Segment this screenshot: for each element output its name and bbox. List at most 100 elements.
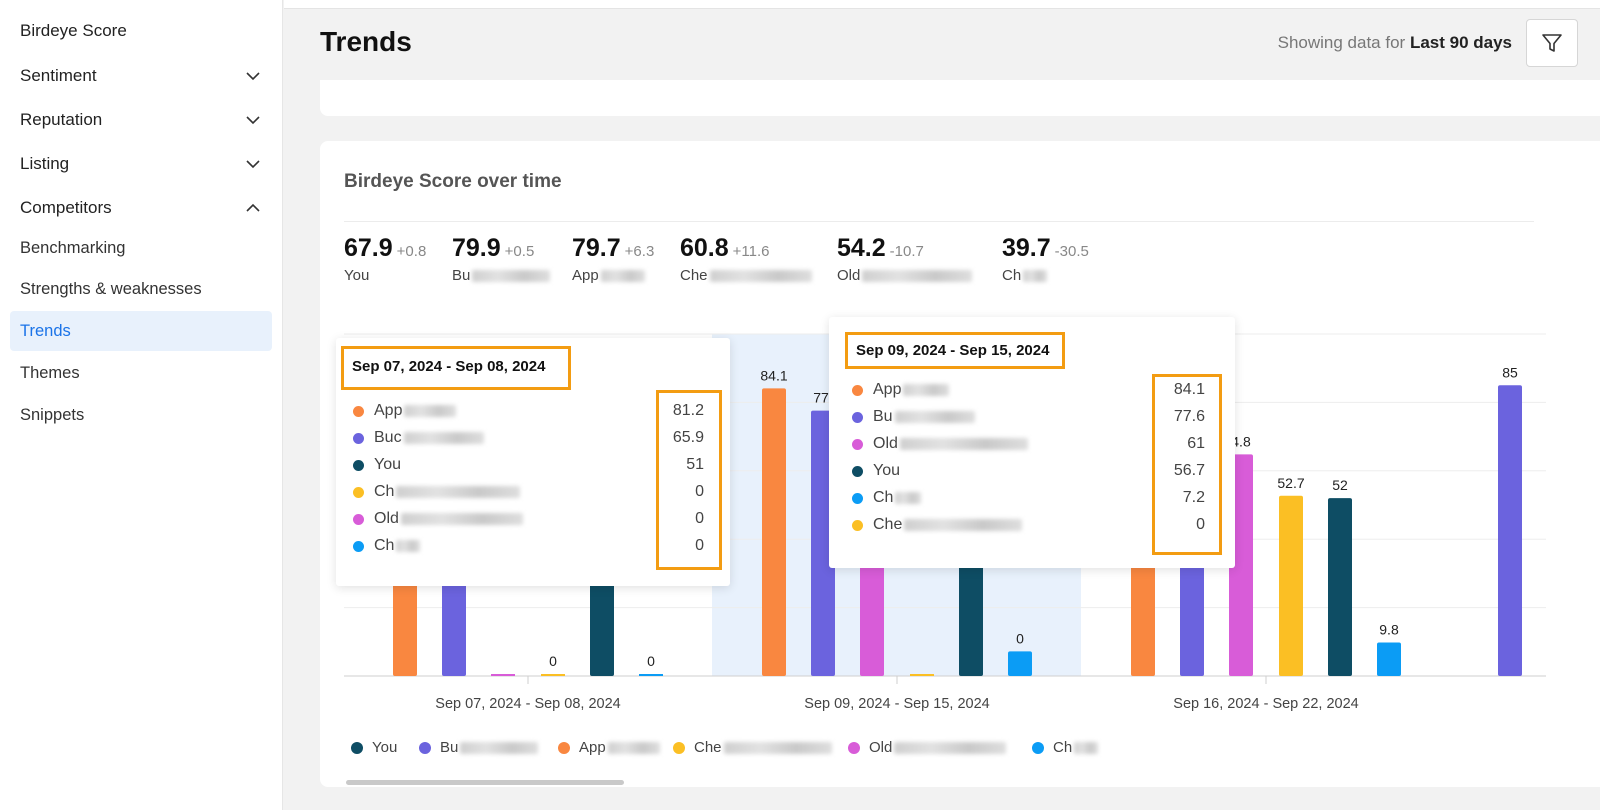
legend-item-app[interactable]: App — [558, 739, 660, 756]
tooltip-week2: Sep 09, 2024 - Sep 15, 2024 App Bu Old Y… — [829, 317, 1235, 568]
legend-item-che[interactable]: Che — [673, 739, 832, 756]
tooltip-row: Buc — [353, 429, 484, 447]
sidebar-item-reputation[interactable]: Reputation — [10, 100, 272, 140]
value-highlight — [656, 390, 722, 570]
tooltip-week1: Sep 07, 2024 - Sep 08, 2024 App Buc You … — [336, 338, 730, 586]
series-name: Old — [374, 510, 399, 527]
sidebar-item-competitors[interactable]: Competitors — [10, 188, 272, 228]
tooltip-row: Bu — [852, 408, 975, 426]
stat-delta: +0.5 — [504, 243, 535, 260]
legend-item-you[interactable]: You — [351, 739, 397, 756]
horizontal-scrollbar[interactable] — [346, 780, 624, 785]
legend-item-bu[interactable]: Bu — [419, 739, 539, 756]
redacted-text — [396, 540, 421, 552]
redacted-text — [895, 492, 922, 504]
sidebar-item-themes[interactable]: Themes — [10, 353, 272, 393]
tooltip-row: Old — [353, 510, 523, 528]
stat-name: Ch — [1002, 267, 1022, 284]
legend-dot — [351, 741, 363, 754]
sidebar-item-label: Birdeye Score — [20, 21, 127, 40]
stat-name: App — [572, 267, 599, 284]
redacted-text — [904, 519, 1023, 531]
legend-label: App — [579, 739, 606, 756]
sidebar-item-sentiment[interactable]: Sentiment — [10, 56, 272, 96]
stat-name: Che — [680, 267, 708, 284]
series-dot — [353, 513, 364, 525]
series-name: App — [374, 402, 403, 419]
stat-value: 39.7 — [1002, 234, 1051, 262]
series-name: Ch — [374, 537, 395, 554]
stat-ch: 39.7 -30.5 Ch — [1002, 234, 1089, 284]
redacted-text — [404, 405, 457, 417]
sidebar-item-label: Benchmarking — [20, 238, 126, 257]
redacted-text — [472, 269, 551, 282]
sidebar-item-label: Snippets — [20, 405, 85, 424]
series-value: 84.1 — [1173, 381, 1205, 398]
legend-item-ch[interactable]: Ch — [1032, 739, 1099, 756]
tooltip-row: You — [852, 462, 900, 480]
redacted-text — [607, 741, 660, 754]
series-value: 56.7 — [1173, 462, 1205, 479]
series-value: 7.2 — [1182, 489, 1205, 506]
sidebar-item-benchmarking[interactable]: Benchmarking — [10, 228, 272, 268]
redacted-text — [403, 432, 484, 444]
legend-dot — [673, 741, 685, 754]
filter-button[interactable] — [1526, 19, 1578, 67]
date-range-text: Showing data for Last 90 days — [1278, 33, 1512, 53]
redacted-text — [460, 741, 539, 754]
tooltip-row: App — [852, 381, 950, 399]
sidebar: Birdeye Score Sentiment Reputation Listi… — [0, 0, 283, 810]
stat-che: 60.8 +11.6 Che — [680, 234, 812, 284]
series-value: 0 — [1196, 516, 1205, 533]
redacted-text — [899, 438, 1028, 450]
page-title: Trends — [320, 26, 412, 57]
legend-label: Bu — [440, 739, 459, 756]
sidebar-item-label: Themes — [20, 363, 80, 382]
redacted-text — [396, 486, 521, 498]
stat-name: Bu — [452, 267, 471, 284]
stat-value: 79.9 — [452, 234, 501, 262]
tooltip-date: Sep 09, 2024 - Sep 15, 2024 — [845, 332, 1065, 369]
redacted-text — [894, 411, 975, 423]
stat-app: 79.7 +6.3 App — [572, 234, 654, 284]
sidebar-item-strengths-weaknesses[interactable]: Strengths & weaknesses — [10, 269, 272, 309]
series-dot — [852, 438, 863, 450]
date-range-value: Last 90 days — [1409, 33, 1512, 52]
tooltip-date: Sep 07, 2024 - Sep 08, 2024 — [341, 346, 571, 390]
sidebar-item-label: Reputation — [20, 110, 103, 129]
series-dot — [353, 459, 364, 471]
redacted-text — [723, 741, 832, 754]
stat-value: 79.7 — [572, 234, 621, 262]
series-dot — [353, 405, 364, 417]
sidebar-item-trends[interactable]: Trends — [10, 311, 272, 351]
sidebar-item-listing[interactable]: Listing — [10, 144, 272, 184]
redacted-text — [1023, 269, 1048, 282]
stat-value: 60.8 — [680, 234, 729, 262]
redacted-text — [400, 513, 523, 525]
legend-label: Ch — [1053, 739, 1073, 756]
legend-label: Che — [694, 739, 722, 756]
divider — [344, 221, 1534, 222]
series-name: Che — [873, 516, 903, 533]
series-name: Buc — [374, 429, 402, 446]
tooltip-row: Old — [852, 435, 1028, 453]
sidebar-item-snippets[interactable]: Snippets — [10, 395, 272, 435]
series-value: 0 — [695, 510, 704, 527]
stat-name: You — [344, 267, 370, 284]
legend-dot — [1032, 741, 1044, 754]
series-dot — [353, 486, 364, 498]
chevron-up-icon — [246, 203, 260, 212]
legend-item-old[interactable]: Old — [848, 739, 1007, 756]
series-value: 77.6 — [1173, 408, 1205, 425]
legend-dot — [558, 741, 570, 754]
sidebar-item-label: Listing — [20, 154, 70, 173]
chevron-down-icon — [246, 72, 260, 81]
redacted-text — [600, 269, 645, 282]
series-dot — [353, 432, 364, 444]
previous-card — [320, 80, 1600, 116]
sidebar-item-birdeye-score[interactable]: Birdeye Score — [10, 11, 272, 51]
series-value: 0 — [695, 483, 704, 500]
series-dot — [353, 540, 364, 552]
filter-icon — [1542, 34, 1562, 52]
series-name: Bu — [873, 408, 893, 425]
